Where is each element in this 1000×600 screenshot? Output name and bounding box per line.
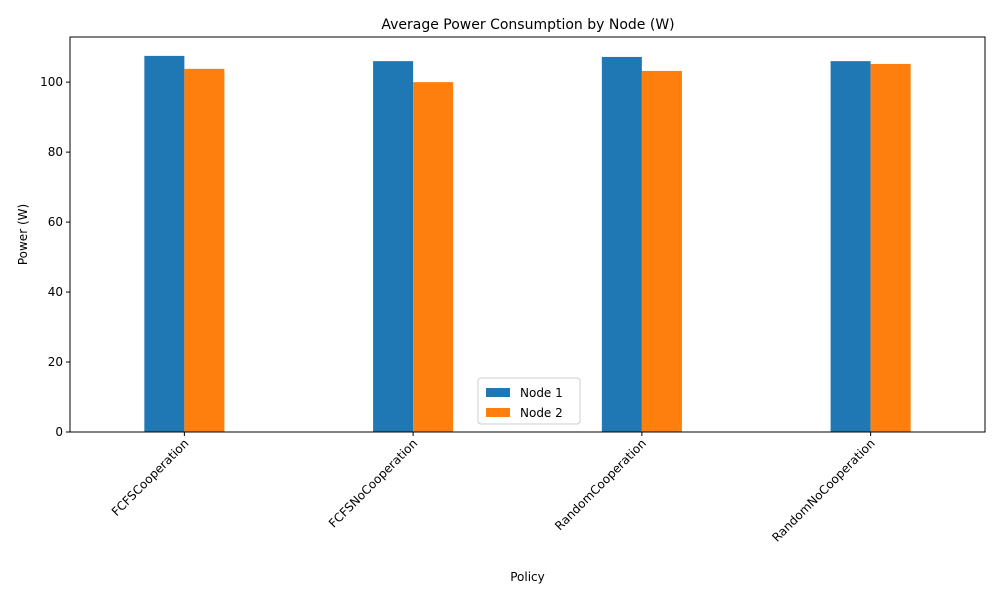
- y-axis: 0 20 40 60 80 100: [40, 75, 70, 439]
- y-tick-label: 0: [55, 425, 63, 439]
- plot-frame: [69, 36, 986, 433]
- bar-node-1-randomnocooperation: [830, 61, 871, 432]
- legend-swatch: [486, 388, 510, 397]
- bars-group: [144, 55, 911, 433]
- bar-node-2-randomnocooperation: [870, 63, 911, 433]
- y-tick-label: 60: [48, 215, 63, 229]
- y-tick-label: 20: [48, 355, 63, 369]
- bar-node-1-fcfscooperation: [144, 55, 185, 433]
- bar-node-1-randomcooperation: [601, 56, 642, 432]
- legend: Node 1 Node 2: [477, 377, 581, 425]
- y-axis-label: Power (W): [16, 204, 30, 265]
- y-tick-label: 40: [48, 285, 63, 299]
- bar-node-1-fcfsnocooperation: [373, 61, 414, 432]
- bar-node-2-fcfscooperation: [184, 68, 225, 433]
- y-tick-label: 100: [40, 75, 63, 89]
- bar-node-2-randomcooperation: [641, 70, 682, 433]
- x-axis-label: Policy: [510, 570, 545, 584]
- legend-swatch: [486, 408, 510, 417]
- legend-label: Node 2: [520, 406, 563, 420]
- legend-label: Node 1: [520, 386, 563, 400]
- y-tick-label: 80: [48, 145, 63, 159]
- bar-node-2-fcfsnocooperation: [413, 82, 454, 432]
- chart-title: Average Power Consumption by Node (W): [381, 17, 674, 33]
